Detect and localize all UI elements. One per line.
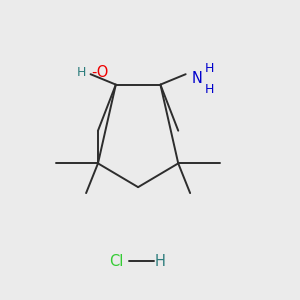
Text: -O: -O	[91, 65, 108, 80]
Text: Cl: Cl	[109, 254, 123, 269]
Text: H: H	[205, 62, 214, 75]
Text: H: H	[205, 82, 214, 96]
Text: H: H	[155, 254, 166, 269]
Text: H: H	[77, 66, 86, 79]
Text: N: N	[192, 71, 203, 86]
